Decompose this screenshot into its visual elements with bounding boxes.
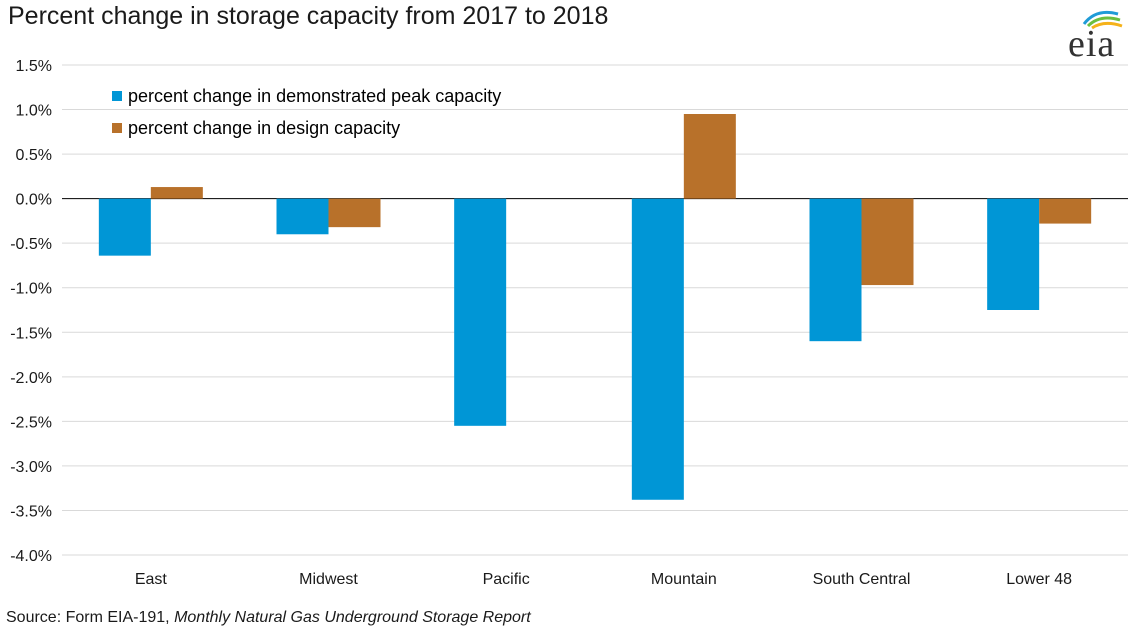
bars	[98, 114, 1092, 500]
eia-logo-text: eia	[1068, 23, 1116, 65]
source-prefix: Source: Form EIA-191,	[6, 609, 175, 626]
x-tick-label: South Central	[813, 571, 911, 588]
y-tick-label: -1.0%	[10, 281, 52, 298]
y-axis-ticks: 1.5% 1.0% 0.5% 0.0% -0.5% -1.0% -1.5% -2.0% -2.5…	[10, 58, 52, 565]
y-tick-label: -3.5%	[10, 503, 52, 520]
y-tick-label: -4.0%	[10, 548, 52, 565]
y-tick-label: -1.5%	[10, 325, 52, 342]
x-tick-label: Mountain	[651, 571, 717, 588]
x-axis-labels: East Midwest Pacific Mountain South Central L…	[135, 571, 1072, 588]
x-tick-label: Pacific	[483, 571, 530, 588]
y-tick-label: -2.0%	[10, 370, 52, 387]
bar-peak-east	[98, 198, 151, 256]
legend-item-peak: percent change in demonstrated peak capa…	[112, 80, 501, 112]
bar-design-lower-48	[1039, 198, 1092, 224]
bar-design-south-central	[861, 198, 914, 286]
bar-peak-pacific	[454, 198, 507, 426]
bar-chart: 1.5% 1.0% 0.5% 0.0% -0.5% -1.0% -1.5% -2.0% -2.5…	[10, 58, 1128, 588]
bar-design-east	[150, 187, 203, 199]
x-tick-label: Lower 48	[1006, 571, 1072, 588]
x-tick-label: East	[135, 571, 168, 588]
legend-swatch-peak	[112, 91, 122, 101]
y-tick-label: 0.5%	[16, 147, 52, 164]
chart-title: Percent change in storage capacity from …	[8, 2, 609, 30]
bar-design-mountain	[683, 114, 736, 199]
bar-peak-midwest	[276, 198, 329, 235]
y-tick-label: 1.5%	[16, 58, 52, 75]
y-tick-label: -0.5%	[10, 236, 52, 253]
bar-design-midwest	[328, 198, 381, 228]
legend-swatch-design	[112, 123, 122, 133]
eia-logo: eia	[1066, 4, 1130, 65]
source-report-name: Monthly Natural Gas Underground Storage …	[174, 609, 531, 626]
legend-label-peak: percent change in demonstrated peak capa…	[128, 85, 502, 106]
gridlines	[62, 64, 1128, 556]
source-note: Source: Form EIA-191, Monthly Natural Ga…	[6, 609, 531, 627]
y-tick-label: -2.5%	[10, 414, 52, 431]
legend: percent change in demonstrated peak capa…	[112, 80, 501, 144]
y-tick-label: -3.0%	[10, 459, 52, 476]
bar-peak-lower-48	[987, 198, 1040, 310]
y-tick-label: 0.0%	[16, 192, 52, 209]
legend-item-design: percent change in design capacity	[112, 112, 501, 144]
x-tick-label: Midwest	[299, 571, 358, 588]
y-tick-label: 1.0%	[16, 103, 52, 120]
eia-logo-icon	[1082, 10, 1123, 30]
bar-peak-mountain	[631, 198, 684, 500]
bar-peak-south-central	[809, 198, 862, 342]
legend-label-design: percent change in design capacity	[128, 117, 401, 138]
